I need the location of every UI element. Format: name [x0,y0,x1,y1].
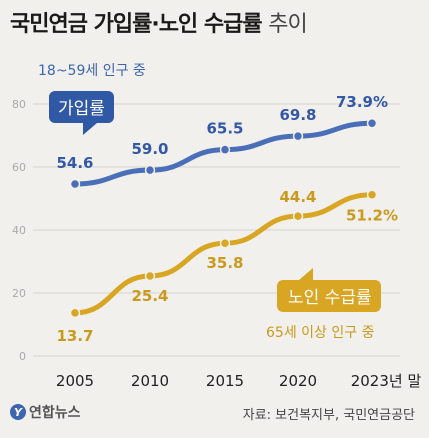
yonhap-logo: Y 연합뉴스 [10,402,81,422]
y-tick-label: 80 [12,98,26,111]
chart-title: 국민연금 가입률·노인 수급률 추이 [10,6,308,38]
x-tick-label: 2020 [279,372,317,390]
y-tick-label: 20 [12,287,26,300]
title-main: 국민연금 가입률·노인 수급률 [10,12,263,37]
join-subtitle: 18~59세 인구 중 [38,63,146,79]
data-label-pension: 25.4 [131,287,168,305]
data-label-pension: 51.2% [346,207,398,225]
data-point-join [144,164,156,176]
x-tick-label: 2005 [56,372,94,390]
data-label-join: 69.8 [279,106,316,124]
x-tick-label: 2023년 말 [351,372,422,390]
data-point-pension [144,270,156,282]
data-point-pension [69,307,81,319]
yonhap-logo-icon: Y [10,404,26,420]
pension-subtitle: 65세 이상 인구 중 [266,325,375,341]
data-point-pension [219,237,231,249]
data-label-pension: 13.7 [56,327,93,345]
x-tick-label: 2010 [131,372,169,390]
data-label-join: 73.9% [336,93,388,111]
data-label-join: 54.6 [56,154,93,172]
legend-pension-rate: 노인 수급률 [277,268,381,312]
y-tick-label: 0 [19,350,26,363]
data-point-join [292,130,304,142]
data-label-pension: 35.8 [206,254,243,272]
data-point-pension [366,189,378,200]
data-point-pension [292,210,304,222]
data-point-join [69,178,81,190]
legend-join-rate: 가입률 [49,91,114,135]
y-tick-label: 60 [12,161,26,174]
source-note: 자료: 보건복지부, 국민연금공단 [242,408,415,423]
x-tick-label: 2015 [206,372,244,390]
data-point-join [366,117,378,129]
data-label-join: 59.0 [131,140,168,158]
data-label-join: 65.5 [206,120,243,138]
data-label-pension: 44.4 [279,188,316,206]
title-suffix: 추이 [268,12,307,37]
yonhap-logo-text: 연합뉴스 [29,405,81,421]
data-point-join [219,144,231,155]
y-tick-label: 40 [12,224,26,237]
